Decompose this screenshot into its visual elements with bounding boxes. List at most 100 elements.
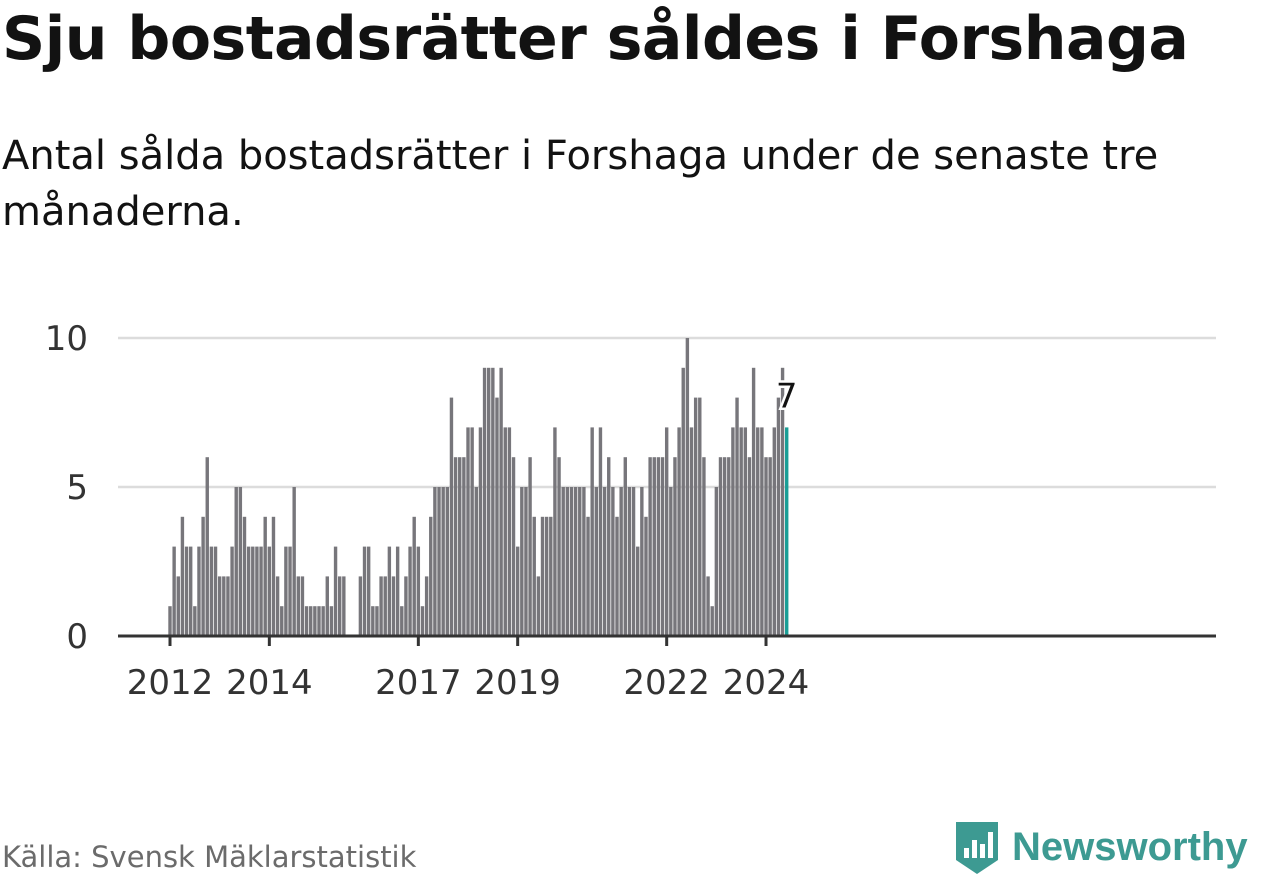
bar <box>524 487 528 636</box>
bar <box>669 487 673 636</box>
bar <box>648 457 652 636</box>
bar <box>288 546 292 636</box>
bar <box>408 546 412 636</box>
bar <box>693 397 698 636</box>
bar <box>520 487 524 636</box>
bar <box>371 606 375 636</box>
bar <box>437 487 441 636</box>
bar <box>172 546 176 636</box>
bar <box>449 397 454 636</box>
bar <box>275 576 280 636</box>
bar <box>230 546 234 636</box>
bar <box>445 487 450 636</box>
bar <box>358 576 363 636</box>
bar <box>590 427 594 636</box>
bar <box>780 367 785 636</box>
bar <box>242 516 247 636</box>
bar <box>578 487 582 636</box>
bar <box>681 367 685 636</box>
bar <box>573 487 578 636</box>
bar <box>656 457 661 636</box>
bar <box>495 397 499 636</box>
bar <box>474 487 478 636</box>
bar <box>441 487 445 636</box>
brand-name: Newsworthy <box>1012 824 1248 869</box>
bar <box>747 457 752 636</box>
bar <box>607 457 611 636</box>
bar <box>201 516 205 636</box>
bar <box>772 427 776 636</box>
bar <box>292 487 296 636</box>
bar <box>329 606 334 636</box>
bar <box>615 516 619 636</box>
chart-subtitle: Antal sålda bostadsrätter i Forshaga und… <box>2 133 1159 235</box>
bar <box>660 457 665 636</box>
bar <box>325 576 329 636</box>
bar <box>337 576 342 636</box>
bar <box>416 546 421 636</box>
bar <box>246 546 251 636</box>
bar <box>561 487 565 636</box>
bar <box>499 367 503 636</box>
bars <box>168 338 789 636</box>
bar <box>470 427 474 636</box>
bar <box>586 516 590 636</box>
newsworthy-logo: Newsworthy <box>952 818 1248 876</box>
bar <box>280 606 284 636</box>
bar <box>722 457 727 636</box>
bar <box>602 487 607 636</box>
bar <box>412 516 416 636</box>
bar <box>511 457 516 636</box>
bar <box>528 457 532 636</box>
bar <box>689 427 694 636</box>
x-tick-label: 2014 <box>226 663 313 703</box>
bar <box>391 576 396 636</box>
newsworthy-logo-icon <box>956 822 998 874</box>
bar <box>503 427 507 636</box>
bar <box>234 487 238 636</box>
bar <box>756 427 760 636</box>
bar <box>238 487 243 636</box>
bar <box>251 546 255 636</box>
bar <box>342 576 346 636</box>
bar <box>255 546 259 636</box>
bar <box>706 576 710 636</box>
bar <box>420 606 425 636</box>
bar <box>267 546 272 636</box>
bar <box>462 457 466 636</box>
bar <box>375 606 379 636</box>
bar <box>458 457 462 636</box>
bar <box>743 427 748 636</box>
bar <box>594 487 599 636</box>
x-tick-label: 2017 <box>375 663 462 703</box>
bar <box>619 487 623 636</box>
bar <box>197 546 201 636</box>
bar <box>718 457 723 636</box>
bar <box>478 427 483 636</box>
x-tick-label: 2022 <box>623 663 710 703</box>
bar <box>714 487 719 636</box>
bar <box>466 427 470 636</box>
bar <box>453 457 458 636</box>
bar <box>433 487 437 636</box>
bar <box>627 487 632 636</box>
bar <box>387 546 392 636</box>
bar <box>213 546 218 636</box>
bar <box>727 457 731 636</box>
bar <box>731 427 735 636</box>
x-tick-label: 2024 <box>723 663 810 703</box>
bar <box>424 576 429 636</box>
bar <box>321 606 325 636</box>
bar <box>491 367 495 636</box>
bar <box>487 367 491 636</box>
bar <box>768 457 772 636</box>
bar <box>685 338 690 636</box>
bar <box>611 487 615 636</box>
bar <box>532 516 536 636</box>
bar <box>300 576 305 636</box>
bar <box>217 576 222 636</box>
bar <box>209 546 214 636</box>
bar <box>383 576 387 636</box>
bar-highlight <box>785 427 789 636</box>
